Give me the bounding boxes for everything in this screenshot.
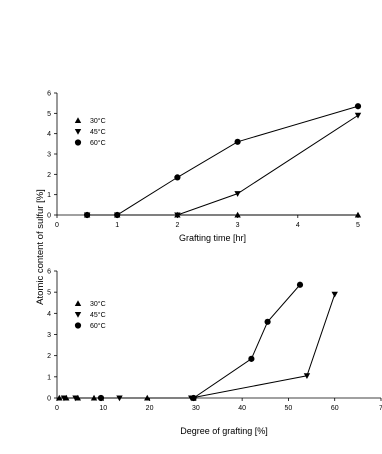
legend-label: 60°C	[90, 322, 106, 330]
legend-marker	[74, 311, 82, 318]
data-point	[248, 355, 255, 362]
data-point	[60, 395, 68, 402]
legend-label: 30°C	[90, 117, 106, 125]
data-point	[114, 211, 121, 219]
data-point	[97, 394, 105, 402]
x-tick-label: 0	[55, 222, 59, 229]
data-point	[354, 211, 362, 218]
x-tick-label: 20	[146, 405, 154, 412]
data-point	[190, 394, 197, 402]
x-axis-title: Degree of grafting [%]	[180, 426, 268, 436]
legend-label: 60°C	[90, 139, 106, 147]
data-point	[234, 191, 241, 197]
y-tick-label: 4	[47, 131, 51, 138]
y-tick-label: 5	[47, 290, 51, 297]
x-tick-label: 7	[379, 405, 382, 412]
data-point	[56, 394, 63, 401]
y-tick-label: 2	[47, 353, 51, 360]
series-line-1	[63, 294, 336, 399]
data-point	[174, 174, 181, 181]
x-tick-label: 50	[285, 405, 293, 412]
y-tick-label: 0	[47, 213, 51, 220]
y-tick-label: 0	[47, 396, 51, 403]
data-point	[234, 138, 241, 145]
x-tick-label: 1	[115, 222, 119, 229]
data-point	[303, 373, 311, 379]
y-tick-label: 3	[47, 152, 51, 159]
x-tick-label: 10	[99, 405, 107, 412]
legend-marker	[74, 128, 82, 135]
data-point	[354, 103, 362, 110]
x-tick-label: 0	[55, 405, 59, 412]
y-tick-label: 6	[47, 91, 51, 98]
series-line-2	[100, 284, 301, 399]
legend-label: 45°C	[90, 311, 106, 319]
y-tick-label: 5	[47, 111, 51, 118]
x-tick-label: 30	[192, 405, 200, 412]
x-tick-label: 40	[238, 405, 246, 412]
legend-label: 45°C	[90, 128, 106, 136]
y-tick-label: 1	[47, 192, 51, 199]
legend-marker	[74, 300, 82, 307]
y-tick-label: 2	[47, 172, 51, 179]
series-line-1	[87, 114, 359, 216]
data-point	[331, 291, 338, 298]
legend-marker	[74, 322, 82, 329]
data-point	[174, 212, 181, 219]
y-tick-label: 1	[47, 374, 51, 381]
y-tick-label: 6	[47, 269, 51, 276]
data-point	[84, 211, 91, 219]
data-point	[354, 112, 362, 119]
x-tick-label: 4	[296, 222, 300, 229]
y-tick-label: 3	[47, 332, 51, 339]
chart-grafting-time: 0 1 2 3 4 5 6 0 1 2 3 4 5 Grafting time [hr] 30°C 45°C 6…	[47, 91, 362, 243]
data-point	[296, 281, 304, 288]
y-tick-label: 4	[47, 311, 51, 318]
x-axis-title: Grafting time [hr]	[179, 233, 246, 243]
x-tick-label: 60	[331, 405, 339, 412]
shared-y-axis-label: Atomic content of sulfur [%]	[35, 189, 46, 305]
legend-marker	[74, 139, 82, 146]
data-point	[234, 211, 241, 218]
legend-marker	[74, 117, 82, 124]
x-tick-label: 5	[356, 222, 360, 229]
data-point	[264, 318, 271, 325]
x-tick-label: 2	[175, 222, 179, 229]
data-point	[72, 395, 79, 402]
x-tick-label: 3	[236, 222, 240, 229]
legend-label: 30°C	[90, 300, 106, 308]
